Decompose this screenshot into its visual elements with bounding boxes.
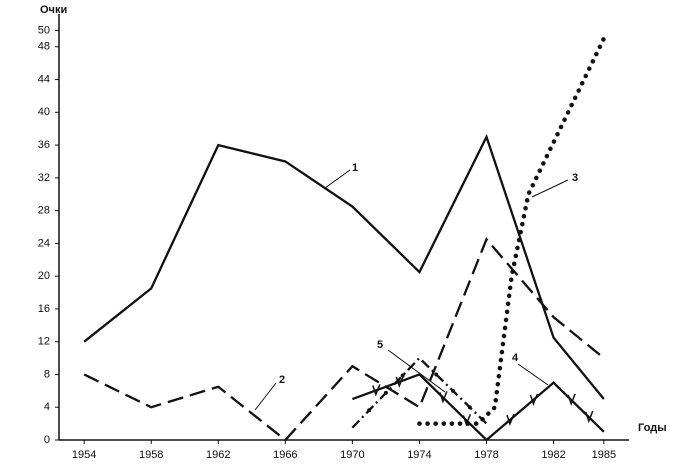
v-marker xyxy=(372,384,381,397)
line xyxy=(351,373,605,442)
series-label: 1 xyxy=(352,162,358,174)
x-tick-label: 1982 xyxy=(541,449,565,461)
line xyxy=(351,356,488,429)
y-tick-label: 0 xyxy=(44,434,50,446)
series-label: 3 xyxy=(572,172,578,184)
y-tick-label: 50 xyxy=(38,24,50,36)
y-tick-label: 12 xyxy=(38,336,50,348)
x-tick-label: 1978 xyxy=(474,449,498,461)
y-tick-label: 24 xyxy=(38,237,50,249)
v-marker xyxy=(439,391,448,404)
dot-marker xyxy=(400,373,405,378)
dot-marker xyxy=(434,372,439,377)
x-tick-label: 1958 xyxy=(139,449,163,461)
v-marker xyxy=(506,413,515,427)
v-marker xyxy=(567,393,576,407)
series-label: 5 xyxy=(377,339,383,351)
x-tick-label: 1974 xyxy=(407,449,431,461)
x-tick-label: 1966 xyxy=(273,449,297,461)
leader-line xyxy=(254,382,277,411)
y-axis-label: Очки xyxy=(40,4,67,16)
line xyxy=(83,237,605,442)
y-tick-label: 40 xyxy=(38,106,50,118)
y-tick-label: 20 xyxy=(38,270,50,282)
series-label: 4 xyxy=(512,352,519,364)
v-marker xyxy=(529,393,539,407)
y-tick-label: 48 xyxy=(38,41,50,53)
dot-marker xyxy=(383,390,388,395)
y-tick-label: 8 xyxy=(44,368,50,380)
leader-line xyxy=(324,169,351,189)
x-axis-label: Годы xyxy=(638,422,667,434)
leader-line xyxy=(517,363,549,386)
y-tick-label: 16 xyxy=(38,303,50,315)
dot-marker xyxy=(450,388,455,393)
line xyxy=(83,133,605,400)
dot-marker xyxy=(367,408,372,413)
leader-line xyxy=(531,179,569,198)
x-tick-label: 1954 xyxy=(72,449,96,461)
y-tick-label: 28 xyxy=(38,205,50,217)
y-tick-label: 36 xyxy=(38,139,50,151)
v-marker xyxy=(462,414,472,427)
x-tick-label: 1962 xyxy=(206,449,230,461)
leader-line xyxy=(387,349,446,393)
dot-marker xyxy=(467,405,472,410)
series-label: 2 xyxy=(279,374,285,386)
y-tick-label: 4 xyxy=(44,401,50,413)
x-tick-label: 1970 xyxy=(340,449,364,461)
y-tick-label: 44 xyxy=(38,73,50,85)
y-tick-label: 32 xyxy=(38,172,50,184)
x-tick-label: 1985 xyxy=(592,449,616,461)
v-marker xyxy=(585,410,594,424)
